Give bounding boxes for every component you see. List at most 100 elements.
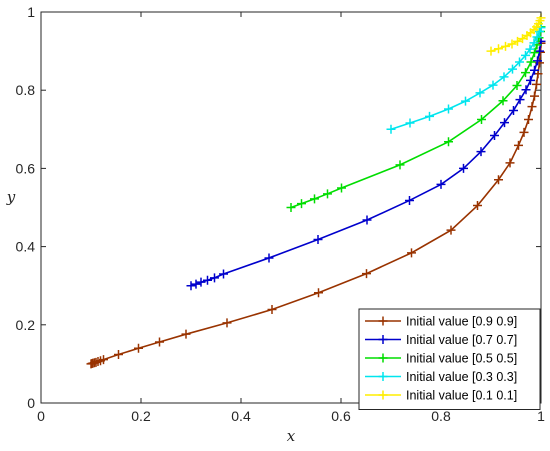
data-point-marker [524, 115, 533, 125]
data-point-marker [521, 50, 530, 60]
data-point-marker [191, 279, 201, 289]
x-tick-label: 0 [37, 408, 45, 424]
data-point-marker [395, 160, 405, 170]
data-point-marker [407, 248, 416, 258]
data-point-marker [508, 64, 517, 74]
data-point-marker [91, 357, 101, 367]
data-point-marker [498, 96, 508, 106]
data-point-marker [436, 179, 446, 189]
data-point-marker [519, 127, 529, 137]
data-point-marker [532, 32, 542, 42]
data-point-marker [529, 38, 539, 48]
data-point-marker [476, 147, 486, 157]
data-point-marker [530, 65, 539, 75]
y-tick-label: 0.6 [16, 160, 36, 176]
data-point-marker [405, 195, 414, 205]
legend-item: Initial value [0.3 0.3] [365, 370, 517, 384]
data-point-marker [286, 203, 296, 212]
data-point-marker [323, 189, 332, 199]
legend-label: Initial value [0.5 0.5] [406, 352, 517, 366]
data-point-marker [181, 329, 191, 339]
data-point-marker [526, 57, 536, 67]
legend-item: Initial value [0.7 0.7] [365, 333, 517, 347]
data-point-marker [526, 75, 535, 85]
data-point-marker [499, 72, 509, 82]
data-point-marker [297, 199, 306, 209]
data-point-marker [514, 140, 523, 150]
data-point-marker [530, 91, 539, 101]
data-point-marker [386, 124, 396, 134]
series-1 [86, 38, 546, 369]
legend-label: Initial value [0.9 0.9] [406, 315, 517, 329]
series-2 [186, 36, 546, 291]
data-point-marker [99, 355, 108, 365]
data-point-marker [337, 183, 346, 193]
data-point-marker [494, 44, 503, 54]
legend-marker [378, 372, 388, 381]
y-tick-label: 0.8 [16, 82, 36, 98]
legend-marker [378, 390, 388, 400]
data-point-marker [362, 215, 372, 225]
data-point-marker [527, 102, 537, 112]
y-tick-label: 0.4 [16, 239, 36, 255]
x-tick-label: 1 [537, 408, 545, 424]
data-point-marker [314, 288, 323, 298]
data-point-marker [473, 201, 482, 211]
data-point-marker [521, 68, 530, 78]
data-point-marker [196, 277, 206, 287]
data-point-marker [515, 95, 525, 105]
data-point-marker [114, 350, 123, 360]
legend-item: Initial value [0.5 0.5] [365, 352, 517, 366]
data-point-marker [501, 41, 510, 51]
data-point-marker [461, 96, 470, 106]
data-point-marker [490, 131, 499, 141]
data-point-marker [425, 111, 434, 121]
legend-item: Initial value [0.9 0.9] [365, 315, 517, 329]
data-point-marker [533, 56, 542, 66]
data-point-marker [313, 235, 323, 245]
legend-marker [378, 316, 388, 326]
data-point-marker [532, 79, 541, 89]
y-tick-label: 0 [27, 395, 35, 411]
data-point-marker [310, 194, 319, 204]
series-layer [86, 13, 546, 369]
legend-box [358, 308, 541, 410]
data-point-marker [521, 85, 531, 95]
data-point-marker [475, 88, 485, 98]
data-point-marker [515, 57, 524, 67]
data-point-marker [203, 275, 212, 285]
ticks-layer: 0 0.2 0.4 0.6 0.8 1 0 0.2 0.4 0.6 0.8 1 [16, 4, 546, 424]
data-point-marker [477, 115, 486, 125]
data-point-marker [500, 118, 509, 128]
data-point-marker [486, 46, 496, 56]
x-axis-label: x [287, 427, 296, 445]
data-point-marker [362, 269, 371, 279]
data-point-marker [513, 36, 522, 46]
data-point-marker [488, 80, 498, 90]
data-point-marker [494, 175, 503, 185]
legend-label: Initial value [0.1 0.1] [406, 389, 517, 403]
data-point-marker [134, 343, 143, 353]
data-point-marker [507, 39, 517, 49]
legend-label: Initial value [0.3 0.3] [406, 370, 517, 384]
data-point-marker [446, 225, 456, 235]
data-point-marker [535, 46, 544, 56]
y-axis-label: y [6, 188, 16, 206]
series-line [390, 27, 542, 131]
data-point-marker [219, 269, 228, 279]
data-point-marker [222, 318, 232, 328]
x-tick-label: 0.6 [331, 408, 351, 424]
x-tick-label: 0.2 [131, 408, 151, 424]
legend-marker [378, 353, 388, 363]
data-point-marker [505, 158, 515, 168]
data-point-marker [444, 104, 453, 114]
legend-label: Initial value [0.7 0.7] [406, 333, 517, 347]
data-point-marker [405, 118, 415, 128]
data-point-marker [155, 337, 164, 347]
series-4 [386, 23, 546, 134]
legend-marker [378, 335, 388, 344]
x-tick-label: 0.4 [231, 408, 251, 424]
data-point-marker [509, 106, 518, 116]
x-tick-label: 0.8 [431, 408, 451, 424]
